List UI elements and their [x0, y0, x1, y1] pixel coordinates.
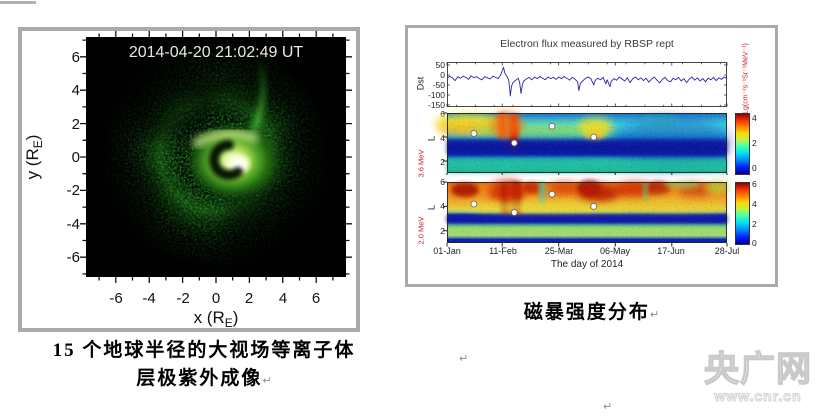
cb-tick: 0 [752, 238, 757, 248]
date-tick: 01-Jan [433, 246, 461, 256]
cb-tick: 2 [752, 138, 757, 148]
date-tick: 28-Jul [714, 246, 740, 256]
x-tick-labels: -6 -4 -2 0 2 4 6 [109, 290, 320, 307]
earth-shadow-crescent [209, 140, 243, 180]
spectrogram-3-6mev [435, 112, 732, 175]
page-edge-artifact [0, 1, 36, 4]
l-tick: 6 [440, 109, 445, 119]
storm-event-marker [510, 209, 518, 216]
energy-label-3-6mev: 3.6 MeV [416, 149, 426, 178]
date-tick: 06-May [599, 246, 630, 256]
storm-event-markers [470, 190, 598, 216]
storm-event-marker [590, 133, 598, 141]
plasmasphere-plot: 6 4 2 0 -2 -4 -6 -6 -4 -2 0 2 4 6 x (RE)… [23, 31, 352, 330]
x-tick: -4 [142, 290, 155, 307]
right-figure-caption: 磁暴强度分布↵ [405, 299, 778, 329]
x-tick: -6 [109, 290, 122, 307]
y-axis-label: y (RE) [23, 135, 45, 180]
date-tick: 11-Feb [489, 246, 517, 256]
left-figure-caption: 15 个地球半径的大视场等离子体 层极紫外成像↵ [8, 337, 400, 395]
y-tick: 0 [72, 149, 80, 166]
caption-text-line2: 层极紫外成像 [136, 368, 263, 389]
dst-ytick: -150 [427, 100, 445, 110]
y-tick: 6 [72, 49, 80, 66]
storm-event-marker [548, 190, 556, 198]
dst-ytick: -100 [427, 90, 445, 100]
storm-event-marker [470, 129, 478, 137]
return-mark: ↵ [459, 352, 469, 365]
cb-tick: 6 [752, 179, 757, 189]
dst-trace [446, 66, 728, 97]
y-tick: -4 [67, 216, 80, 233]
energy-label-2-0mev: 2.0 MeV [416, 216, 426, 245]
cb-tick: 4 [752, 113, 757, 123]
date-tick: 25-Mar [544, 246, 574, 256]
watermark-url: www.cnr.cn [714, 388, 802, 404]
spectrogram-2-0mev [443, 180, 729, 247]
storm-event-marker [510, 139, 518, 147]
cb-tick: 2 [752, 219, 757, 229]
l-tick: 4 [440, 133, 445, 143]
l-tick: 6 [440, 177, 445, 187]
dst-ytick: 50 [435, 60, 445, 70]
x-axis-label: The day of 2014 [550, 259, 624, 270]
l-tick: 2 [440, 157, 445, 167]
dst-ytick: 0 [440, 70, 445, 80]
y-tick: -6 [67, 249, 80, 266]
y-tick-labels: 6 4 2 0 -2 -4 -6 [67, 49, 80, 266]
return-mark: ↵ [603, 400, 613, 413]
return-mark: ↵ [262, 374, 272, 387]
l-tick: 2 [440, 226, 445, 236]
x-tick: 4 [279, 290, 287, 307]
cb-tick: 0 [752, 163, 757, 173]
plasmasphere-figure-frame: 6 4 2 0 -2 -4 -6 -6 -4 -2 0 2 4 6 x (RE)… [18, 27, 360, 332]
figure-title: Electron flux measured by RBSP rept [500, 38, 674, 50]
l-tick: 4 [440, 201, 445, 211]
y-tick: -2 [67, 182, 80, 199]
watermark-brand: 央广网 [703, 350, 812, 389]
x-tick: 0 [212, 290, 220, 307]
x-tick: -2 [176, 290, 189, 307]
colorbar-3-6mev [735, 113, 750, 175]
storm-event-markers [470, 122, 598, 147]
colorbar-2-0mev [735, 182, 750, 245]
cb-tick: 4 [752, 199, 757, 209]
colorbar-unit-label: Lg(cm⁻²s⁻¹Sr⁻¹MeV⁻¹) [742, 43, 750, 114]
caption-text-line1: 15 个地球半径的大视场等离子体 [52, 340, 356, 361]
storm-event-marker [470, 200, 478, 208]
image-timestamp: 2014-04-20 21:02:49 UT [129, 44, 304, 61]
euv-image: 2014-04-20 21:02:49 UT [86, 37, 346, 277]
caption-text: 磁暴强度分布 [523, 302, 650, 323]
x-axis-label: x (RE) [194, 308, 239, 330]
y-tick: 2 [72, 116, 80, 133]
date-tick: 17-Jun [657, 246, 685, 256]
return-mark: ↵ [649, 308, 660, 321]
axis-ticks [80, 31, 352, 283]
watermark: 央广网 www.cnr.cn [698, 350, 816, 404]
dst-ytick: -50 [432, 80, 445, 90]
rbsp-figure-frame: Electron flux measured by RBSP rept Dst … [405, 25, 778, 287]
storm-event-marker [548, 122, 556, 130]
dst-plot [446, 62, 728, 107]
x-tick: 6 [312, 290, 320, 307]
storm-event-marker [590, 202, 598, 210]
x-tick: 2 [245, 290, 253, 307]
y-tick: 4 [72, 82, 80, 99]
